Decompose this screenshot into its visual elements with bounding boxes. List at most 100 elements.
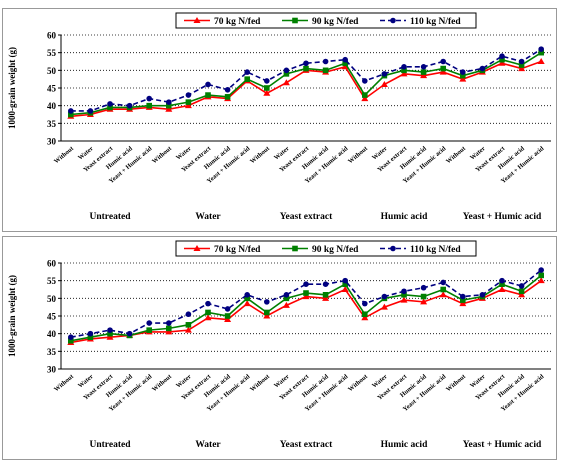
point — [68, 108, 74, 114]
point — [205, 309, 211, 316]
point — [537, 58, 545, 64]
point — [420, 64, 427, 70]
point — [107, 104, 113, 111]
group-label: Water — [195, 440, 221, 450]
point — [126, 330, 133, 337]
legend-label: 70 kg N/fed — [214, 245, 261, 255]
y-tick-label: 55 — [47, 276, 57, 286]
legend-box — [175, 240, 477, 257]
group-label: Untreated — [90, 212, 132, 222]
point — [460, 297, 466, 303]
point — [380, 80, 388, 87]
point — [106, 333, 114, 340]
y-axis-label: 1000-grain weight (g) — [7, 275, 17, 357]
point — [342, 60, 348, 67]
legend-label: 110 kg N/fed — [410, 245, 461, 255]
point — [499, 277, 505, 284]
point — [303, 60, 309, 67]
point — [166, 102, 172, 109]
point — [538, 267, 544, 273]
point — [499, 56, 505, 63]
point — [381, 71, 388, 77]
point — [420, 284, 427, 291]
point — [166, 99, 172, 105]
legend-label: 110 kg N/fed — [410, 17, 461, 27]
point — [244, 69, 250, 75]
series-line — [70, 269, 542, 338]
legend-label: 90 kg N/fed — [312, 17, 359, 27]
point — [244, 292, 250, 298]
point — [518, 291, 526, 298]
chart: 30 35 40 45 50 55 60 1000-grain weight (g) Witho… — [7, 12, 551, 222]
point — [263, 89, 271, 96]
y-tick-label: 55 — [47, 48, 57, 58]
y-tick-label: 30 — [47, 365, 57, 375]
point — [244, 295, 250, 302]
point — [282, 79, 290, 86]
point — [440, 65, 446, 72]
point — [439, 68, 447, 75]
series-line — [70, 48, 542, 112]
y-tick-label: 50 — [47, 66, 57, 76]
y-tick-label: 60 — [47, 259, 57, 269]
point — [107, 327, 113, 333]
group-label: Yeast extract — [280, 440, 333, 450]
x-tick-label: Without — [151, 373, 174, 394]
point — [479, 65, 486, 72]
point — [518, 62, 525, 68]
x-tick-label: Without — [445, 373, 468, 394]
point — [342, 56, 349, 63]
point — [362, 92, 368, 98]
group-label: Yeast + Humic acid — [463, 440, 542, 450]
x-tick-label: Without — [249, 373, 272, 394]
point — [518, 65, 526, 72]
point — [107, 101, 113, 107]
point — [459, 75, 467, 82]
point — [341, 63, 349, 70]
point — [440, 279, 447, 286]
point — [283, 71, 290, 77]
legend-box — [175, 12, 477, 29]
point — [400, 70, 408, 77]
point — [401, 64, 407, 70]
point — [322, 292, 329, 298]
point — [107, 330, 113, 337]
point — [224, 313, 231, 319]
point — [420, 298, 428, 305]
point — [518, 283, 525, 289]
point — [224, 86, 231, 93]
point — [341, 286, 349, 292]
group-label: Yeast extract — [280, 212, 333, 222]
point — [322, 67, 329, 74]
point — [126, 102, 133, 109]
point — [146, 327, 152, 333]
point — [498, 286, 506, 292]
point — [401, 292, 407, 298]
point — [243, 300, 251, 307]
x-tick-label: Without — [53, 145, 76, 166]
point — [303, 290, 309, 296]
point — [538, 272, 544, 279]
x-tick-label: Without — [53, 373, 76, 394]
point — [518, 58, 525, 65]
point — [165, 328, 173, 335]
point — [146, 102, 152, 109]
x-tick-label: Without — [151, 145, 174, 166]
point — [264, 78, 270, 84]
point — [420, 72, 428, 79]
point — [362, 78, 368, 84]
point — [460, 69, 466, 75]
point — [185, 92, 192, 98]
point — [87, 108, 94, 114]
y-tick-label: 30 — [47, 137, 57, 147]
series-line — [70, 280, 542, 344]
point — [146, 95, 152, 102]
point — [224, 306, 231, 312]
point — [322, 294, 330, 301]
point — [68, 111, 74, 118]
group-label: Humic acid — [381, 440, 428, 450]
point — [302, 293, 310, 300]
legend-label: 70 kg N/fed — [214, 17, 261, 27]
point — [166, 325, 172, 332]
chart-panel: 30 35 40 45 50 55 60 1000-grain weight (g) Witho… — [2, 236, 557, 460]
